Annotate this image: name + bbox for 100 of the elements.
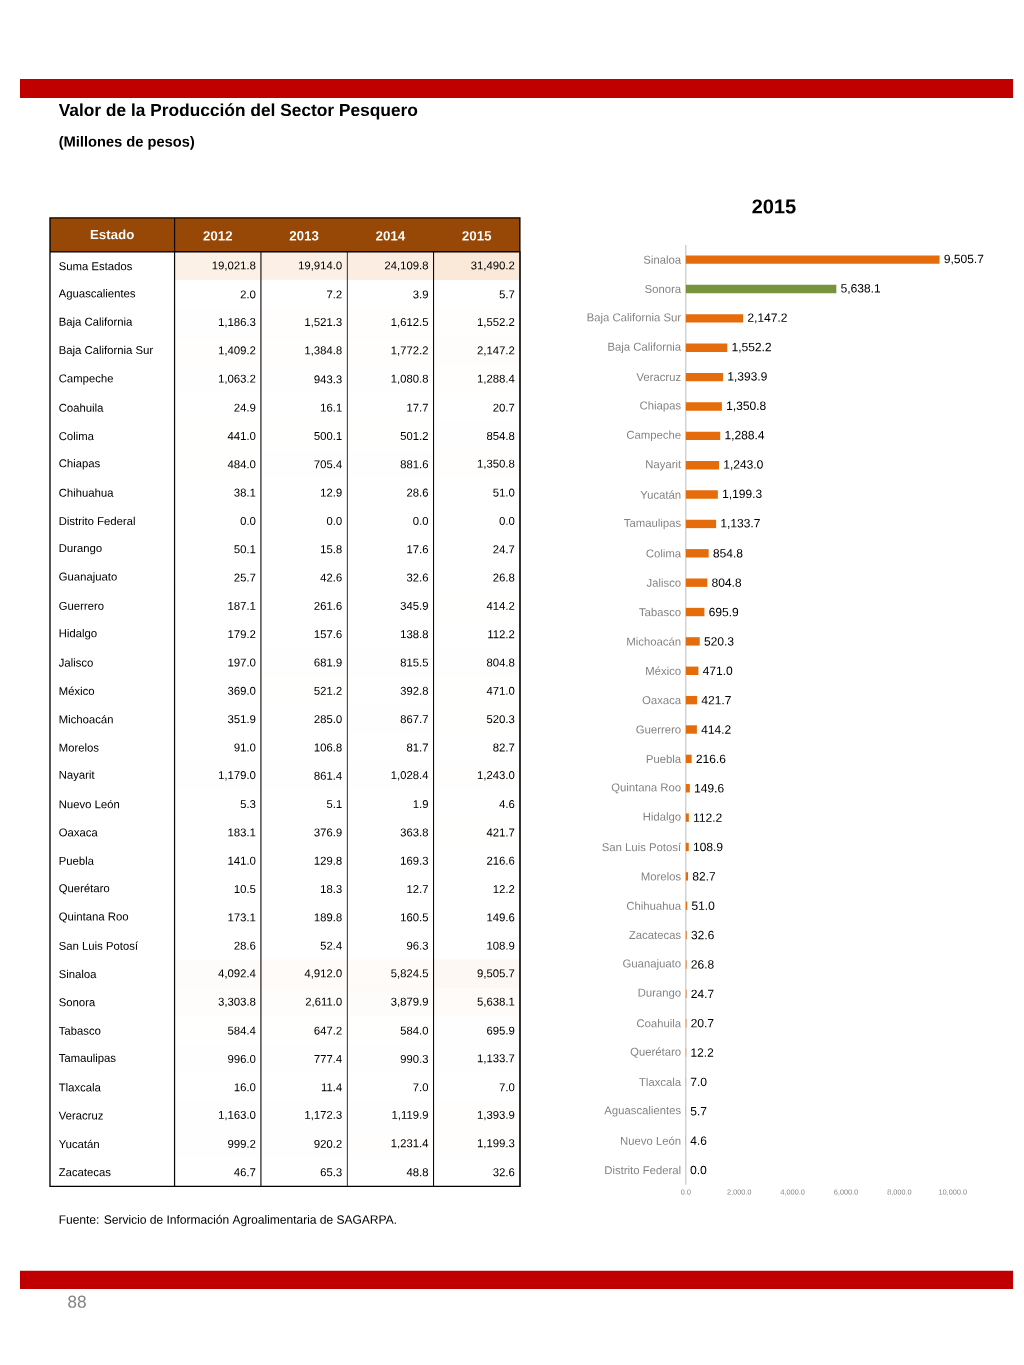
bar — [685, 578, 708, 587]
x-tick-label: 2015 — [462, 231, 492, 241]
y-tick-label: Michoacán — [59, 714, 113, 724]
data-label: 179.2 — [228, 630, 256, 639]
data-label: 1,288.4 — [478, 374, 515, 385]
data-label: 520.3 — [487, 715, 515, 724]
y-tick-label: México — [59, 686, 95, 696]
data-label: 216.6 — [487, 856, 515, 865]
data-label: 1,772.2 — [391, 346, 429, 356]
data-label: 24.7 — [691, 989, 714, 999]
data-label: 4,912.0 — [304, 969, 342, 979]
data-label: 48.8 — [406, 1168, 429, 1177]
data-label: 157.6 — [314, 630, 342, 639]
data-label: 18.3 — [321, 885, 342, 894]
y-tick-label: Morelos — [641, 872, 681, 881]
data-label: 129.8 — [314, 856, 342, 865]
y-tick-label: Guanajuato — [623, 959, 681, 970]
data-label: 421.7 — [486, 828, 515, 837]
y-tick-label: Hidalgo — [643, 812, 681, 823]
data-label: 12.2 — [691, 1048, 714, 1057]
y-tick-label: San Luis Potosí — [59, 941, 139, 950]
y-tick-label: Aguascalientes — [604, 1106, 681, 1117]
data-label: 16.1 — [321, 403, 342, 412]
data-label: 414.2 — [701, 725, 731, 734]
data-label: 149.6 — [695, 783, 724, 793]
data-label: 19,914.0 — [299, 261, 342, 271]
x-tick-label: 2013 — [289, 231, 319, 241]
data-label: 112.2 — [488, 630, 515, 639]
y-tick-label: Quintana Roo — [59, 912, 129, 923]
data-label: 10.5 — [234, 885, 256, 894]
data-label: 815.5 — [400, 658, 429, 667]
y-tick-label: Puebla — [59, 856, 95, 865]
data-label: 441.0 — [227, 431, 256, 440]
data-label: 183.1 — [228, 828, 256, 837]
data-label: 26.8 — [493, 573, 515, 582]
data-label: 369.0 — [228, 686, 256, 695]
y-tick-label: Coahuila — [637, 1019, 682, 1028]
data-label: 1,552.2 — [478, 318, 515, 328]
bar — [685, 813, 689, 822]
data-label: 705.4 — [314, 460, 342, 469]
data-label: 4,092.4 — [218, 969, 256, 979]
y-tick-label: Distrito Federal — [605, 1165, 681, 1175]
data-label: 28.6 — [407, 488, 429, 497]
bar — [685, 784, 690, 793]
y-tick-label: Chihuahua — [59, 488, 114, 497]
y-tick-label: Sonora — [59, 998, 96, 1007]
data-label: 15.8 — [321, 545, 342, 554]
data-label: 501.2 — [400, 431, 429, 440]
data-label: 1,199.3 — [478, 1139, 515, 1149]
data-label: 999.2 — [228, 1139, 256, 1148]
y-tick-label: Distrito Federal — [59, 516, 135, 526]
y-tick-label: San Luis Potosí — [602, 842, 682, 852]
data-label: 500.1 — [314, 431, 342, 440]
y-tick-label: Colima — [59, 431, 95, 441]
data-label: 16.0 — [234, 1083, 256, 1092]
data-label: 0.0 — [240, 516, 256, 525]
data-label: 81.7 — [407, 743, 429, 752]
data-label: 695.9 — [487, 1026, 515, 1035]
bar — [685, 666, 699, 675]
y-tick-label: Puebla — [646, 754, 682, 764]
y-tick-label: Zacatecas — [59, 1168, 111, 1177]
y-tick-label: México — [646, 666, 681, 675]
y-tick-label: Colima — [646, 549, 682, 558]
data-label: 52.4 — [320, 941, 342, 950]
data-label: 1,350.8 — [727, 401, 766, 412]
y-tick-label: Guerrero — [59, 601, 104, 610]
bar — [685, 490, 718, 499]
data-label: 91.0 — [234, 743, 256, 752]
x-tick-label: 2014 — [376, 231, 406, 241]
y-tick-label: Tlaxcala — [59, 1083, 101, 1092]
y-tick-label: Tlaxcala — [639, 1077, 682, 1087]
data-label: 1,393.9 — [478, 1110, 515, 1121]
data-label: 854.8 — [713, 549, 743, 558]
data-label: 392.8 — [400, 686, 429, 695]
data-label: 1,133.7 — [721, 518, 760, 529]
data-label: 20.7 — [691, 1018, 714, 1028]
data-label: 1,243.0 — [724, 460, 763, 471]
x-tick-label: 2012 — [203, 231, 233, 241]
data-label: 12.7 — [407, 885, 429, 894]
data-label: 3,879.9 — [391, 997, 429, 1007]
data-label: 2.0 — [240, 290, 256, 299]
bar — [685, 431, 721, 441]
y-tick-label: Baja California Sur — [59, 345, 154, 357]
data-label: 990.3 — [400, 1054, 429, 1063]
y-tick-label: Morelos — [59, 743, 99, 752]
y-tick-label: Guerrero — [636, 725, 681, 734]
data-label: 584.0 — [400, 1026, 429, 1035]
data-label: 2,147.2 — [477, 346, 515, 356]
y-tick-label: Querétaro — [59, 883, 110, 895]
y-tick-label: Baja California — [59, 317, 133, 328]
data-label: 261.6 — [314, 601, 342, 610]
data-label: 7.0 — [499, 1083, 515, 1092]
data-label: 32.6 — [691, 930, 714, 940]
bar — [685, 637, 700, 646]
y-axis-title: Estado — [90, 229, 134, 240]
y-tick-label: Quintana Roo — [611, 783, 681, 794]
data-label: 1,133.7 — [478, 1054, 515, 1064]
data-label: 26.8 — [691, 960, 714, 969]
bar — [685, 284, 837, 294]
y-tick-label: Nuevo León — [621, 1136, 681, 1145]
